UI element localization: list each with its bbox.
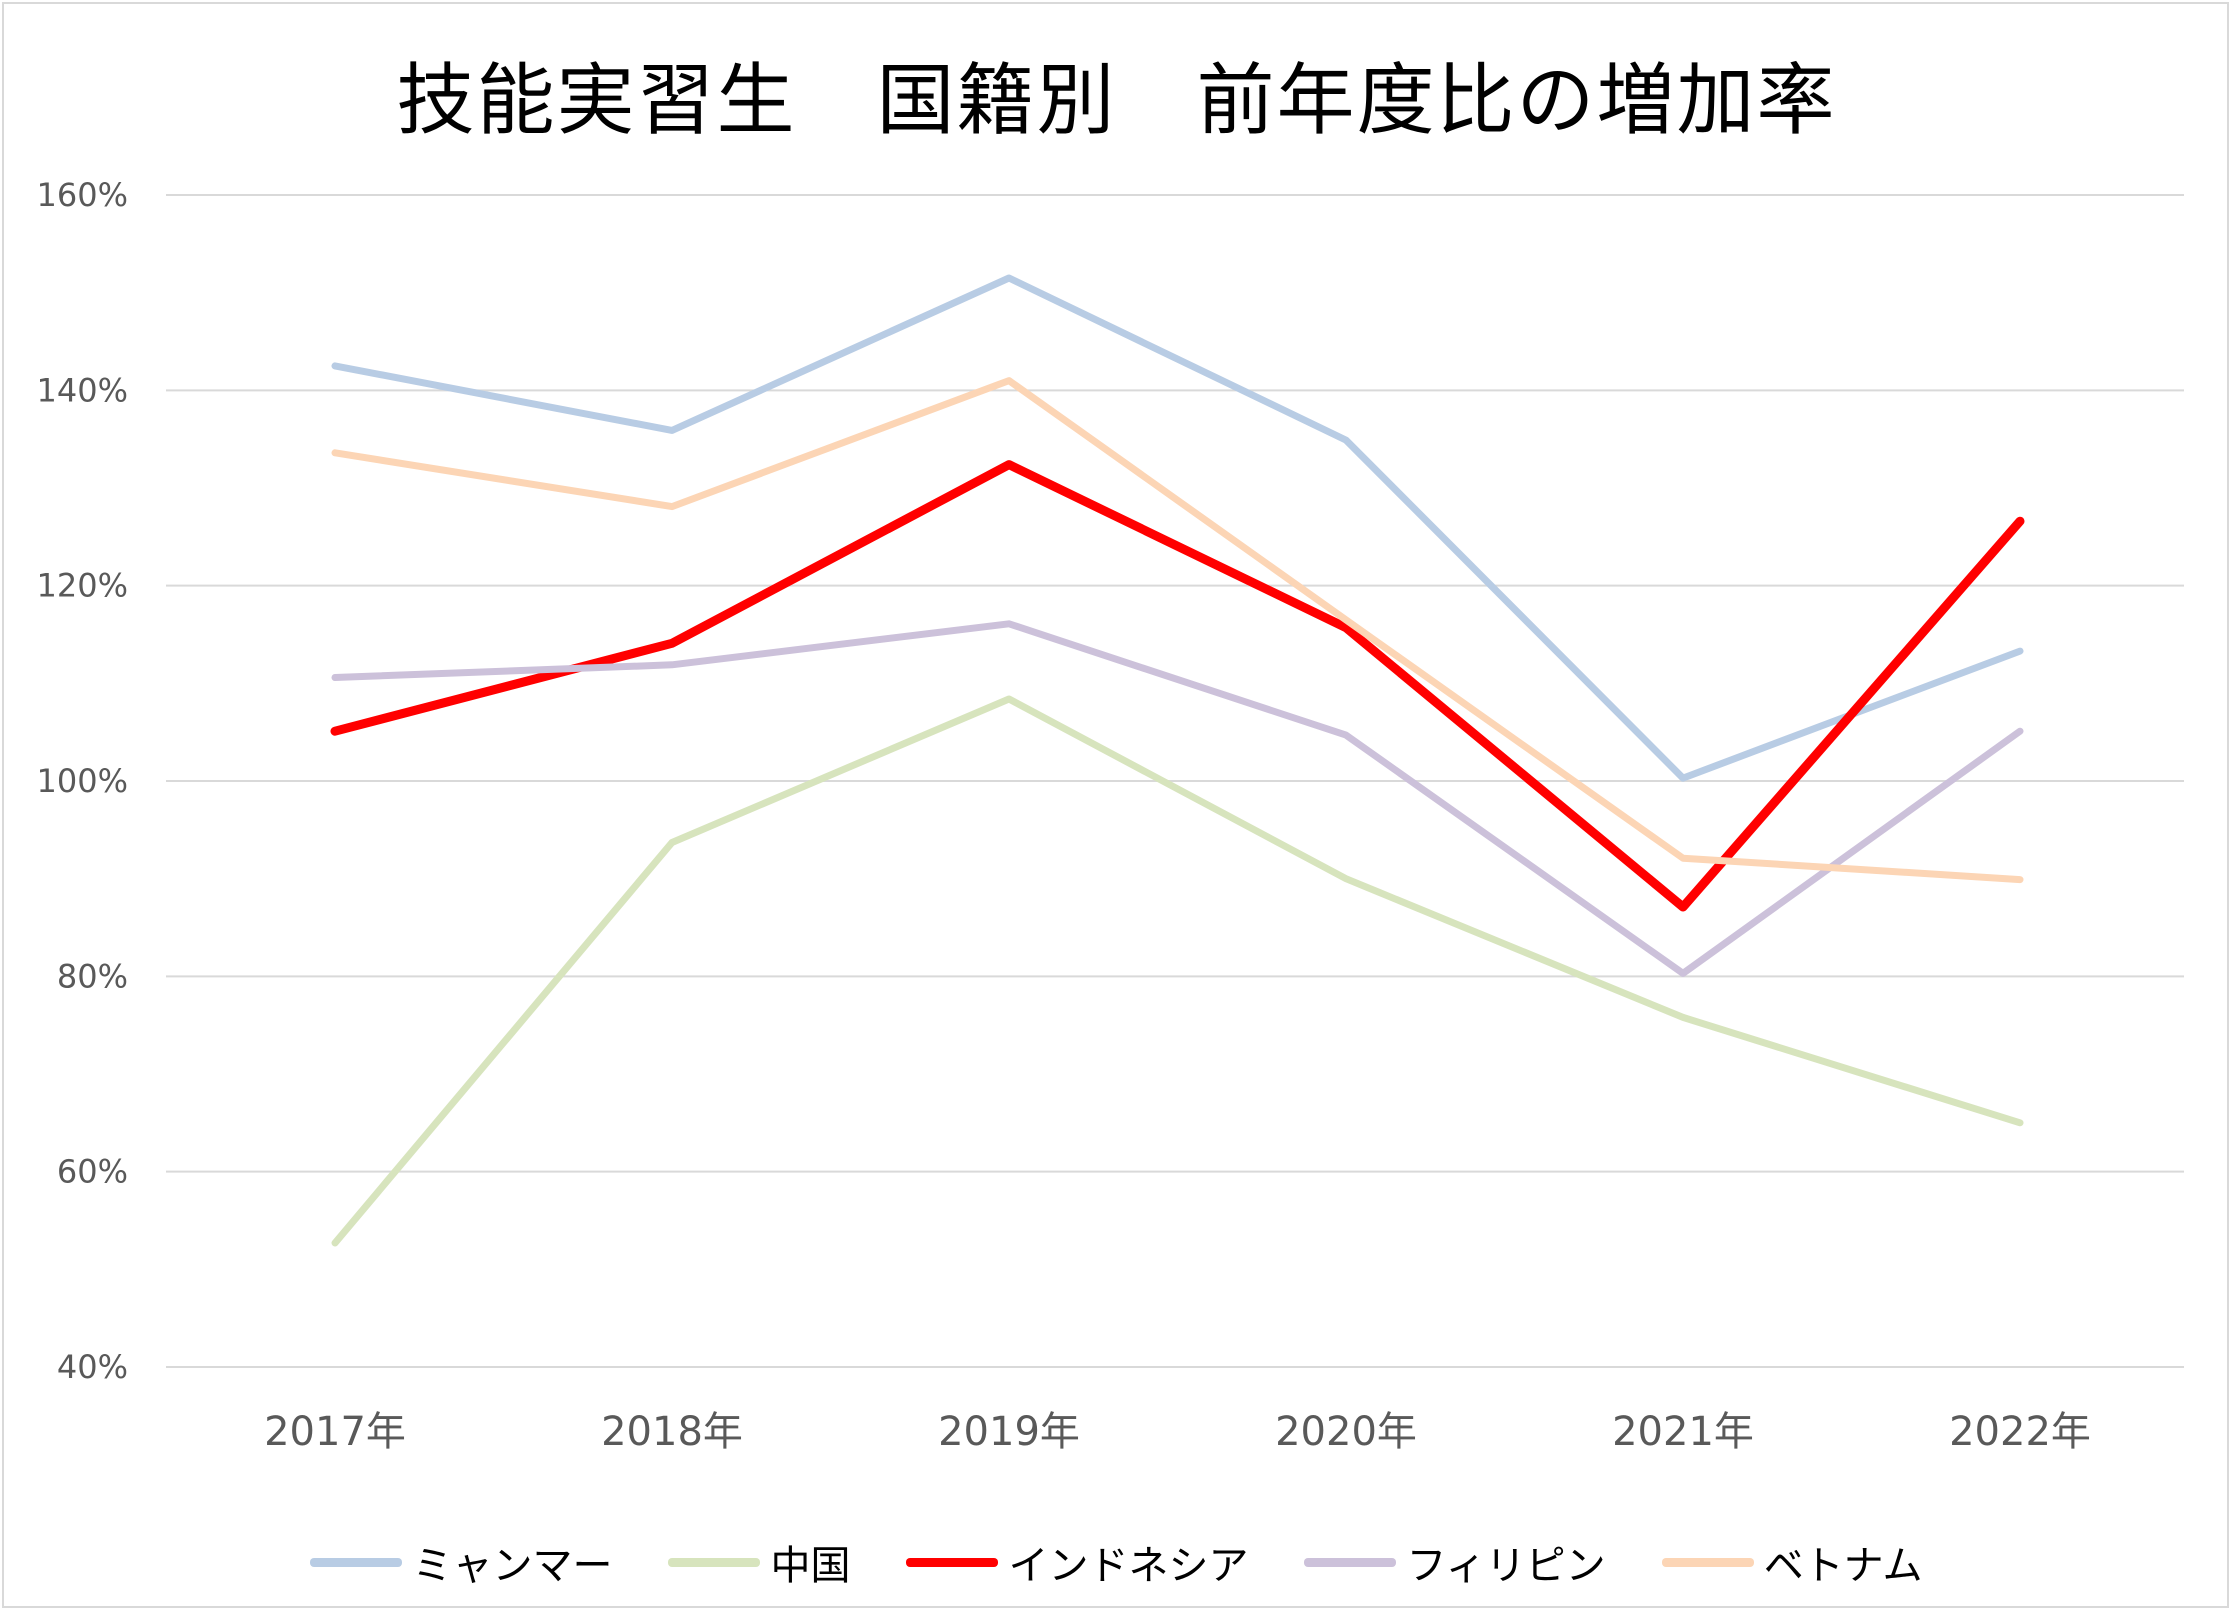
legend-item: インドネシア <box>906 1533 1248 1591</box>
series-line-3 <box>331 620 2024 977</box>
chart-title: 技能実習生 国籍別 前年度比の増加率 <box>396 56 1837 146</box>
x-tick-label: 2019年 <box>938 1409 1080 1455</box>
legend-label: フィリピン <box>1406 1543 1606 1589</box>
legend-swatch <box>1661 1557 1754 1567</box>
x-axis-ticks: 2017年 2018年 2019年 2020年 2021年 2022年 <box>264 1409 2091 1455</box>
legend-label: インドネシア <box>1008 1543 1249 1589</box>
legend-label: 中国 <box>770 1543 851 1589</box>
y-tick-label: 120% <box>37 567 128 605</box>
legend-item: ミャンマー <box>310 1533 612 1591</box>
legend-swatch <box>310 1557 403 1567</box>
series-line-4 <box>331 377 2024 884</box>
x-tick-label: 2020年 <box>1275 1409 1417 1455</box>
y-tick-label: 140% <box>37 371 128 409</box>
x-tick-label: 2018年 <box>601 1409 743 1455</box>
x-tick-label: 2022年 <box>1949 1409 2091 1455</box>
legend: ミャンマー 中国 インドネシア フィリピン ベトナム <box>0 1533 2233 1591</box>
legend-item: ベトナム <box>1661 1533 1923 1591</box>
x-tick-label: 2021年 <box>1612 1409 1754 1455</box>
series-line-0 <box>331 274 2024 782</box>
legend-item: 中国 <box>668 1533 850 1591</box>
x-tick-label: 2017年 <box>264 1409 406 1455</box>
legend-label: ミャンマー <box>412 1543 613 1589</box>
y-tick-label: 80% <box>57 957 128 995</box>
gridlines <box>166 194 2184 1368</box>
y-tick-label: 60% <box>57 1153 128 1191</box>
legend-item: フィリピン <box>1304 1533 1606 1591</box>
series-line-2 <box>330 460 2025 912</box>
legend-label: ベトナム <box>1763 1543 1923 1589</box>
series-line-1 <box>331 695 2024 1247</box>
legend-swatch <box>668 1557 761 1567</box>
y-tick-label: 160% <box>37 176 128 214</box>
y-tick-label: 100% <box>37 762 128 800</box>
series-lines <box>330 274 2025 1247</box>
y-tick-label: 40% <box>57 1348 128 1386</box>
y-axis-ticks: 40% 60% 80% 100% 120% 140% 160% <box>37 176 128 1386</box>
legend-swatch <box>906 1557 999 1567</box>
legend-swatch <box>1304 1557 1397 1567</box>
